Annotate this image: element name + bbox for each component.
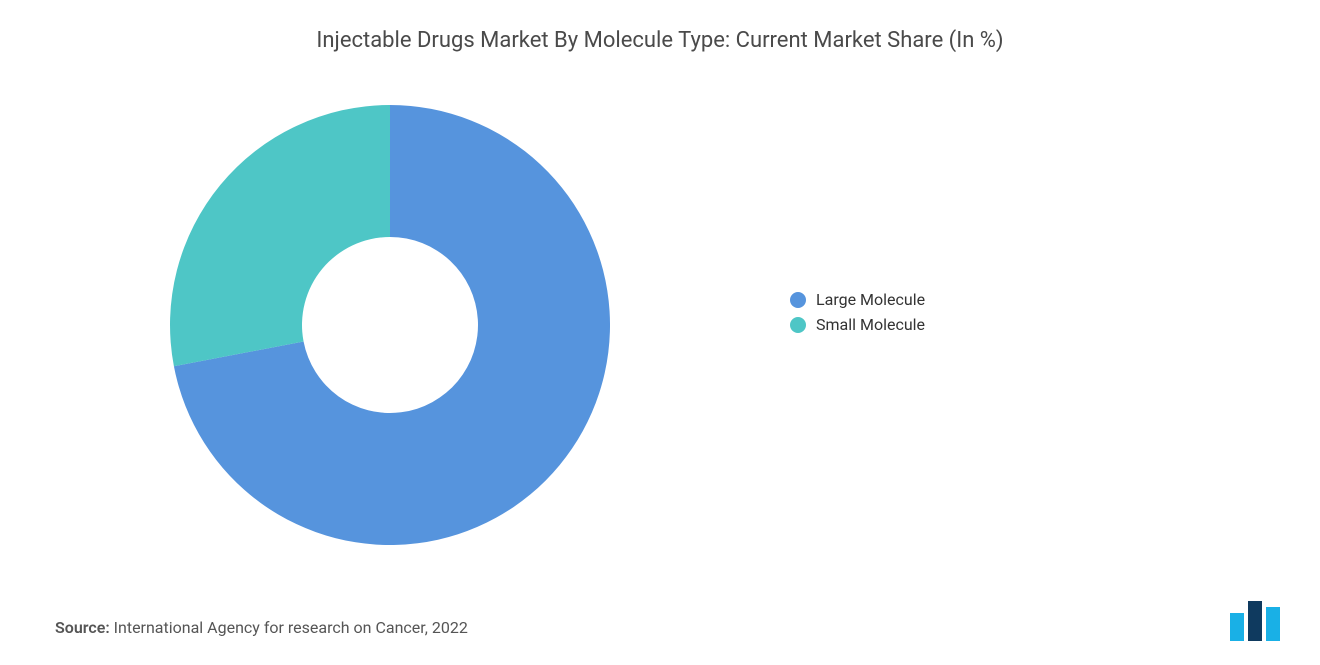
- legend-label: Small Molecule: [816, 315, 925, 334]
- brand-logo: [1230, 597, 1290, 645]
- source-text: International Agency for research on Can…: [110, 618, 468, 637]
- donut-chart: [170, 105, 610, 545]
- legend-swatch: [790, 292, 806, 308]
- logo-bar: [1248, 601, 1262, 641]
- donut-svg: [170, 105, 610, 545]
- chart-container: Injectable Drugs Market By Molecule Type…: [0, 0, 1320, 665]
- legend: Large Molecule Small Molecule: [790, 290, 925, 334]
- legend-item: Small Molecule: [790, 315, 925, 334]
- logo-bar: [1230, 613, 1244, 641]
- chart-title: Injectable Drugs Market By Molecule Type…: [0, 28, 1320, 53]
- legend-label: Large Molecule: [816, 290, 925, 309]
- source-label: Source:: [55, 618, 110, 637]
- logo-bar: [1266, 607, 1280, 641]
- logo-icon: [1230, 597, 1290, 641]
- legend-item: Large Molecule: [790, 290, 925, 309]
- donut-slice: [170, 105, 390, 366]
- legend-swatch: [790, 317, 806, 333]
- source-line: Source: International Agency for researc…: [55, 618, 468, 637]
